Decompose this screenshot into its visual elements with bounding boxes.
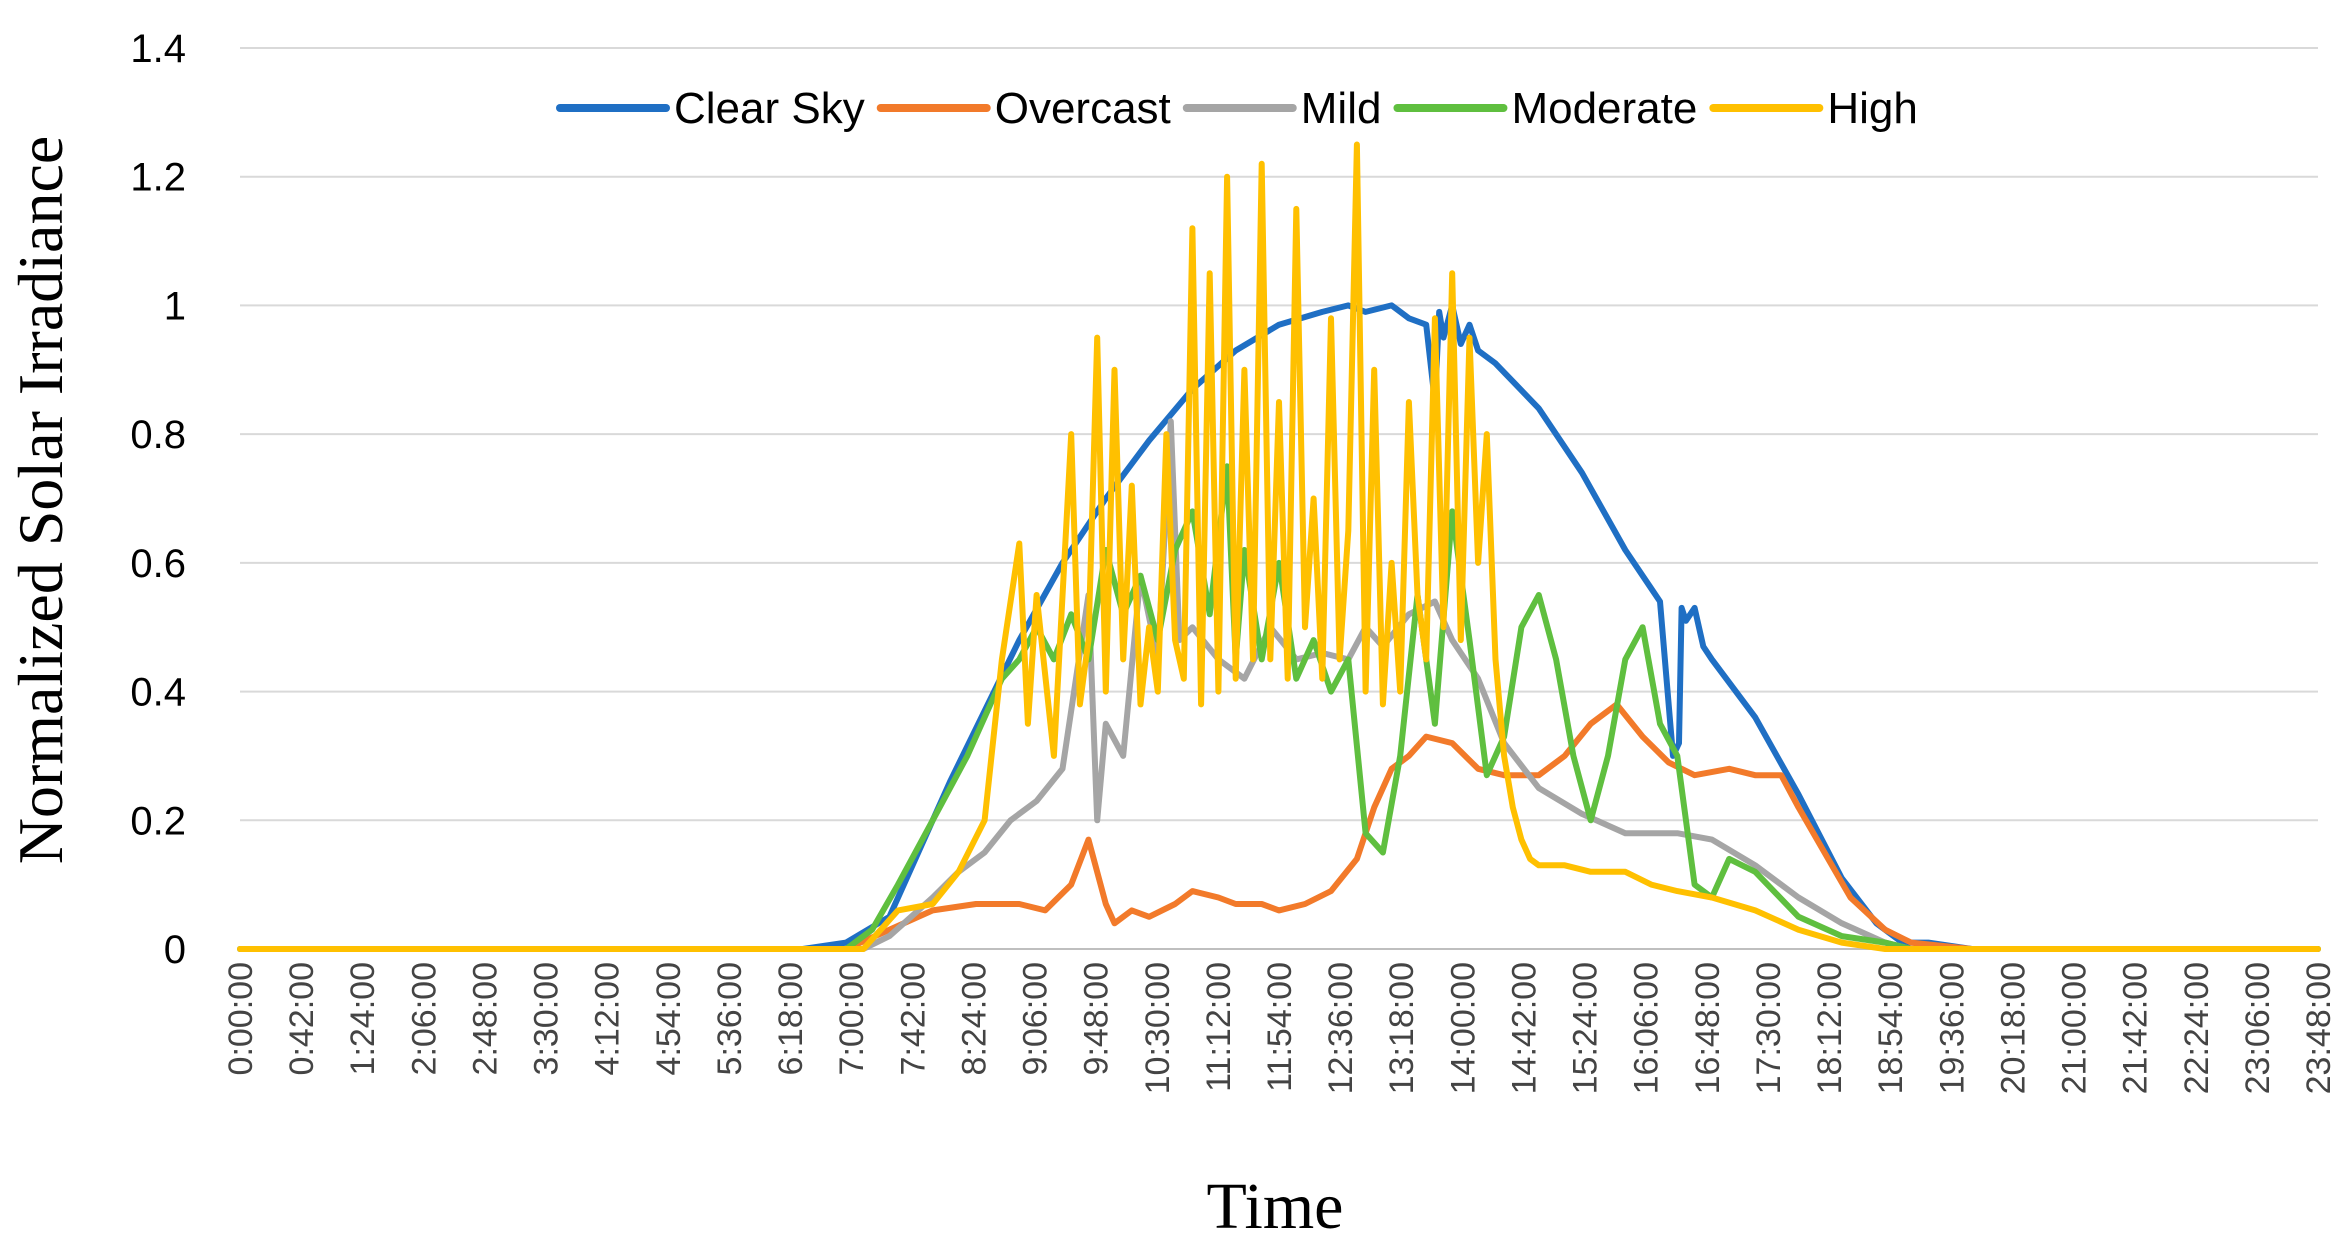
x-tick-label: 20:18:00 xyxy=(1994,962,2032,1094)
x-tick-label: 22:24:00 xyxy=(2178,962,2216,1094)
y-tick-label: 1.4 xyxy=(130,27,186,71)
series-line-overcast xyxy=(237,701,2321,952)
legend-label-clear-sky: Clear Sky xyxy=(674,84,865,133)
x-tick-label: 14:42:00 xyxy=(1505,962,1543,1094)
y-tick-label: 1.2 xyxy=(130,156,186,200)
x-axis-title: Time xyxy=(1207,1170,1344,1243)
x-tick-label: 14:00:00 xyxy=(1444,962,1482,1094)
x-tick-label: 10:30:00 xyxy=(1139,962,1177,1094)
x-tick-label: 13:18:00 xyxy=(1383,962,1421,1094)
x-tick-label: 21:42:00 xyxy=(2117,962,2155,1094)
y-tick-label: 0.4 xyxy=(130,671,186,715)
x-tick-label: 0:00:00 xyxy=(222,962,260,1075)
y-axis-ticks: 0 0.2 0.4 0.6 0.8 1 1.2 1.4 xyxy=(130,27,186,972)
x-tick-label: 5:36:00 xyxy=(711,962,749,1075)
x-tick-label: 18:54:00 xyxy=(1872,962,1910,1094)
legend-label-high: High xyxy=(1827,84,1918,133)
x-tick-label: 16:48:00 xyxy=(1689,962,1727,1094)
x-tick-label: 15:24:00 xyxy=(1567,962,1605,1094)
legend: Clear Sky Overcast Mild Moderate High xyxy=(556,84,1918,133)
x-tick-label: 21:00:00 xyxy=(2056,962,2094,1094)
x-tick-label: 0:42:00 xyxy=(283,962,321,1075)
y-tick-label: 0 xyxy=(164,928,186,972)
x-tick-label: 11:54:00 xyxy=(1261,962,1299,1092)
x-tick-label: 4:54:00 xyxy=(650,962,688,1075)
series-line-mild xyxy=(237,418,2321,952)
y-tick-label: 0.2 xyxy=(130,799,186,843)
x-tick-label: 1:24:00 xyxy=(344,962,382,1075)
gridlines xyxy=(240,47,2318,950)
x-tick-label: 23:06:00 xyxy=(2239,962,2277,1094)
x-tick-label: 3:30:00 xyxy=(528,962,566,1075)
x-tick-label: 9:48:00 xyxy=(1078,962,1116,1075)
y-tick-label: 1 xyxy=(164,284,186,328)
series-line-moderate xyxy=(237,463,2321,952)
y-tick-label: 0.8 xyxy=(130,413,186,457)
x-tick-label: 23:48:00 xyxy=(2300,962,2338,1094)
x-tick-label: 2:06:00 xyxy=(405,962,443,1075)
x-axis-ticks: 0:00:00 0:42:00 1:24:00 2:06:00 2:48:00 3:30:… xyxy=(222,962,2338,1094)
y-axis-title: Normalized Solar Irradiance xyxy=(5,136,76,865)
legend-label-overcast: Overcast xyxy=(995,84,1171,133)
x-tick-label: 7:42:00 xyxy=(894,962,932,1075)
y-tick-label: 0.6 xyxy=(130,542,186,586)
x-tick-label: 4:12:00 xyxy=(589,962,627,1075)
x-tick-label: 12:36:00 xyxy=(1322,962,1360,1094)
x-tick-label: 9:06:00 xyxy=(1017,962,1055,1075)
x-tick-label: 17:30:00 xyxy=(1750,962,1788,1094)
x-tick-label: 19:36:00 xyxy=(1933,962,1971,1094)
x-tick-label: 7:00:00 xyxy=(833,962,871,1075)
x-tick-label: 6:18:00 xyxy=(772,962,810,1075)
x-tick-label: 8:24:00 xyxy=(955,962,993,1075)
x-tick-label: 16:06:00 xyxy=(1628,962,1666,1094)
x-tick-label: 11:12:00 xyxy=(1200,962,1238,1092)
legend-label-moderate: Moderate xyxy=(1511,84,1697,133)
series-line-high xyxy=(237,141,2321,952)
legend-label-mild: Mild xyxy=(1301,84,1382,133)
x-tick-label: 18:12:00 xyxy=(1811,962,1849,1094)
x-tick-label: 2:48:00 xyxy=(466,962,504,1075)
series-lines xyxy=(237,141,2321,952)
